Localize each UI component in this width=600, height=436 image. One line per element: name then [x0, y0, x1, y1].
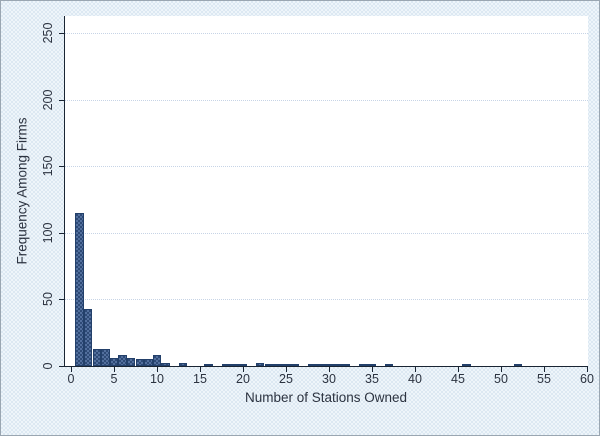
y-tick-250 [59, 33, 64, 34]
x-tick-45 [458, 367, 459, 372]
plot-area [64, 16, 588, 367]
x-tick-20 [243, 367, 244, 372]
histogram-bar-x23 [264, 364, 274, 366]
histogram-bar-x28 [307, 364, 317, 366]
x-tick-55 [544, 367, 545, 372]
x-tick-60 [587, 367, 588, 372]
x-tick-15 [200, 367, 201, 372]
x-tick-label-60: 60 [580, 372, 594, 386]
histogram-bar-x19 [230, 364, 239, 366]
x-axis-line [64, 366, 588, 367]
x-tick-label-0: 0 [67, 372, 75, 386]
x-tick-label-25: 25 [279, 372, 293, 386]
x-tick-label-10: 10 [150, 372, 164, 386]
y-tick-label-50: 50 [41, 292, 55, 307]
x-tick-30 [329, 367, 330, 372]
x-tick-label-40: 40 [408, 372, 422, 386]
x-tick-50 [501, 367, 502, 372]
histogram-bar-x7 [126, 358, 136, 366]
histogram-bar-x10 [152, 355, 162, 366]
gridline-y-200 [64, 99, 588, 101]
histogram-bar-x6 [118, 355, 127, 366]
y-tick-150 [59, 166, 64, 168]
x-tick-label-15: 15 [193, 372, 207, 386]
x-axis-title: Number of Stations Owned [244, 390, 408, 405]
histogram-bar-x11 [161, 363, 170, 366]
y-tick-label-100: 100 [41, 222, 55, 244]
x-tick-label-50: 50 [494, 372, 508, 386]
x-tick-label-35: 35 [365, 372, 379, 386]
y-axis-line [64, 16, 65, 367]
histogram-bar-x25 [281, 364, 291, 366]
histogram-bar-x9 [144, 359, 153, 366]
histogram-bar-x3 [92, 348, 102, 366]
x-tick-label-20: 20 [236, 372, 250, 386]
histogram-bar-x35 [367, 364, 377, 366]
x-tick-label-55: 55 [537, 372, 551, 386]
histogram-bar-x5 [109, 358, 119, 366]
histogram-bar-x13 [178, 363, 188, 366]
histogram-bar-x18 [221, 364, 231, 366]
y-tick-label-200: 200 [41, 89, 55, 111]
x-tick-label-45: 45 [451, 372, 465, 386]
histogram-bar-x32 [341, 364, 351, 366]
gridline-y-150 [64, 166, 588, 168]
x-tick-40 [415, 367, 416, 372]
histogram-bar-x4 [101, 348, 110, 366]
histogram-bar-x29 [316, 364, 325, 366]
x-tick-10 [157, 367, 158, 372]
histogram-bar-x8 [135, 359, 145, 366]
histogram-bar-x2 [83, 308, 93, 366]
histogram-bar-x20 [238, 364, 248, 366]
x-tick-label-30: 30 [322, 372, 336, 386]
histogram-bar-x46 [462, 364, 471, 366]
y-axis-title: Frequency Among Firms [14, 117, 30, 265]
histogram-bar-x34 [359, 364, 368, 366]
x-tick-label-5: 5 [110, 372, 118, 386]
x-tick-0 [71, 367, 72, 372]
gridline-y-250 [64, 33, 588, 34]
x-tick-35 [372, 367, 373, 372]
y-tick-label-0: 0 [41, 362, 55, 370]
histogram-bar-x24 [273, 364, 282, 366]
y-tick-200 [59, 99, 64, 101]
y-tick-100 [59, 232, 64, 234]
gridline-y-50 [64, 299, 588, 301]
gridline-y-100 [64, 232, 588, 234]
y-tick-label-150: 150 [41, 155, 55, 177]
x-tick-5 [114, 367, 115, 372]
histogram-bar-x1 [75, 212, 84, 366]
y-tick-0 [59, 366, 64, 367]
histogram-bar-x31 [333, 364, 342, 366]
histogram-bar-x22 [255, 363, 265, 366]
histogram-bar-x26 [290, 364, 299, 366]
histogram-bar-x30 [324, 364, 334, 366]
y-tick-50 [59, 299, 64, 301]
histogram-bar-x16 [204, 364, 213, 366]
x-tick-25 [286, 367, 287, 372]
y-tick-label-250: 250 [41, 22, 55, 44]
histogram-bar-x37 [384, 364, 394, 366]
histogram-bar-x52 [513, 364, 523, 366]
